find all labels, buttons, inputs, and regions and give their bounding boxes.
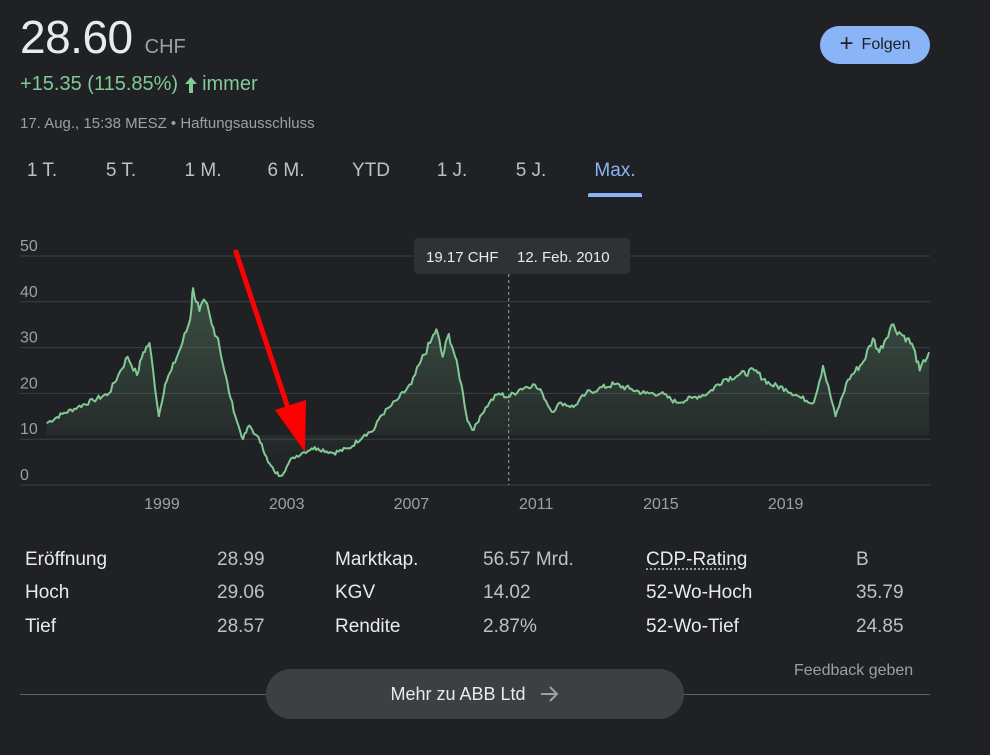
stat-value-low: 28.57: [217, 616, 265, 637]
arrow-right-icon: [540, 686, 558, 702]
x-tick-label: 2011: [519, 496, 554, 513]
stat-value-cdp-rating: B: [856, 549, 869, 570]
tab-1-month[interactable]: 1 M.: [184, 160, 222, 181]
y-tick-label: 40: [20, 284, 38, 301]
stat-value-market-cap: 56.57 Mrd.: [483, 549, 574, 570]
stat-value-yield: 2.87%: [483, 616, 537, 637]
tab-6-months[interactable]: 6 M.: [267, 160, 305, 181]
follow-button[interactable]: + Folgen: [820, 26, 930, 64]
tooltip-price: 19.17 CHF: [426, 249, 499, 266]
plus-icon: +: [839, 30, 854, 57]
currency-label: CHF: [144, 36, 186, 58]
stat-label-market-cap: Marktkap.: [335, 549, 419, 570]
feedback-link[interactable]: Feedback geben: [794, 662, 914, 679]
x-tick-label: 1999: [144, 496, 180, 513]
stat-label-52w-high: 52-Wo-Hoch: [646, 582, 753, 603]
tab-5-years[interactable]: 5 J.: [515, 160, 547, 181]
tab-ytd[interactable]: YTD: [352, 160, 390, 181]
arrow-up-icon: [185, 76, 198, 93]
tooltip-date: 12. Feb. 2010: [517, 249, 610, 266]
y-tick-label: 10: [20, 421, 38, 438]
price-line: [46, 287, 931, 478]
stat-value-52w-low: 24.85: [856, 616, 904, 637]
stat-value-open: 28.99: [217, 549, 265, 570]
y-tick-label: 50: [20, 238, 38, 255]
stat-value-pe: 14.02: [483, 582, 531, 603]
price-chart[interactable]: 0 10 20 30 40 50 1999 2003 2007 2011 2015 2019 19.…: [0, 230, 990, 520]
change-value: +15.35 (115.85%): [20, 73, 179, 95]
tooltip: 19.17 CHF 12. Feb. 2010: [414, 238, 630, 274]
stat-value-52w-high: 35.79: [856, 582, 904, 603]
stat-label-cdp-rating[interactable]: CDP-Rating: [646, 549, 748, 570]
stat-value-high: 29.06: [217, 582, 265, 603]
annotation-arrow: [233, 249, 306, 452]
more-about-button[interactable]: Mehr zu ABB Ltd: [266, 669, 684, 719]
change-period: immer: [202, 73, 258, 95]
stat-label-high: Hoch: [25, 582, 70, 603]
price-area: [46, 288, 930, 477]
stat-label-yield: Rendite: [335, 616, 401, 637]
y-tick-label: 0: [20, 467, 29, 484]
timestamp-disclaimer: 17. Aug., 15:38 MESZ • Haftungsausschlus…: [20, 115, 315, 132]
tab-max[interactable]: Max.: [594, 160, 636, 181]
stat-label-pe: KGV: [335, 582, 376, 603]
x-tick-label: 2007: [394, 496, 430, 513]
tab-1-year[interactable]: 1 J.: [436, 160, 468, 181]
stat-label-open: Eröffnung: [25, 549, 108, 570]
active-tab-indicator: [588, 193, 642, 197]
tab-1-day[interactable]: 1 T.: [26, 160, 58, 181]
stat-label-low: Tief: [25, 616, 56, 637]
follow-label: Folgen: [861, 36, 911, 53]
x-tick-label: 2019: [768, 496, 804, 513]
price-header: 28.60 CHF: [20, 10, 186, 64]
y-tick-label: 20: [20, 375, 38, 392]
tab-5-days[interactable]: 5 T.: [105, 160, 137, 181]
current-price: 28.60: [20, 11, 133, 63]
x-tick-label: 2003: [269, 496, 305, 513]
more-about-label: Mehr zu ABB Ltd: [390, 683, 526, 704]
x-tick-label: 2015: [643, 496, 679, 513]
price-change: +15.35 (115.85%) immer: [20, 73, 258, 96]
y-tick-label: 30: [20, 330, 38, 347]
stat-label-52w-low: 52-Wo-Tief: [646, 616, 739, 637]
